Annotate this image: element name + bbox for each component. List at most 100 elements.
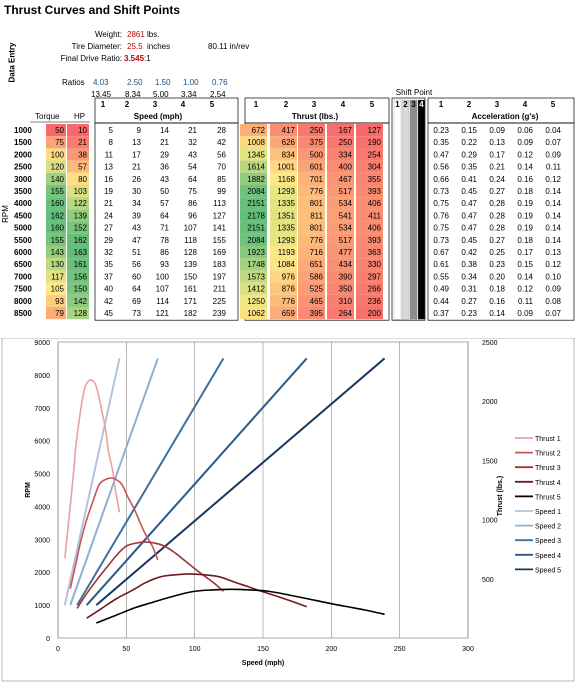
rpm-cell: 3500 bbox=[14, 187, 32, 196]
thrust-cell: 776 bbox=[282, 297, 296, 306]
speed-cell: 171 bbox=[184, 297, 198, 306]
accel-cell: 0.37 bbox=[433, 309, 449, 318]
thrust-heat-cell bbox=[270, 246, 297, 259]
speed-cell: 141 bbox=[213, 224, 227, 233]
torque-heat-cell bbox=[46, 294, 66, 307]
thrust-cell: 876 bbox=[282, 285, 296, 294]
thrust-cell: 363 bbox=[368, 248, 382, 257]
thrust-heat-cell bbox=[298, 197, 325, 210]
accel-cell: 0.12 bbox=[545, 175, 561, 184]
thrust-cell: 811 bbox=[310, 211, 323, 220]
speed-cell: 21 bbox=[160, 138, 169, 147]
thrust-cell: 1748 bbox=[247, 260, 265, 269]
accel-cell: 0.23 bbox=[461, 309, 477, 318]
thrust-heat-cell bbox=[240, 160, 267, 173]
speed-cell: 96 bbox=[188, 211, 197, 220]
torque-heat-cell bbox=[46, 307, 66, 320]
accel-cell: 0.29 bbox=[461, 150, 477, 159]
thrust-heat-cell bbox=[356, 294, 383, 307]
y-tick-label: 1000 bbox=[34, 603, 50, 610]
thrust-gear-header: 4 bbox=[341, 100, 346, 109]
legend-label: Thrust 4 bbox=[535, 480, 561, 487]
tire-value[interactable]: 25.5 bbox=[127, 42, 143, 51]
thrust-heat-cell bbox=[298, 148, 325, 161]
thrust-heat-cell bbox=[356, 185, 383, 198]
weight-value[interactable]: 2861 bbox=[127, 30, 145, 39]
thrust-heat-cell bbox=[270, 185, 297, 198]
thrust-cell: 190 bbox=[368, 138, 382, 147]
thrust-cell: 626 bbox=[282, 138, 296, 147]
accel-cell: 0.06 bbox=[517, 126, 533, 135]
thrust-heat-cell bbox=[327, 221, 354, 234]
thrust-cell: 1335 bbox=[277, 224, 295, 233]
speed-gear-header: 3 bbox=[153, 100, 158, 109]
thrust-heat-cell bbox=[327, 185, 354, 198]
thrust-heat-cell bbox=[270, 307, 297, 320]
accel-cell: 0.24 bbox=[489, 175, 505, 184]
y2-tick-label: 500 bbox=[482, 577, 494, 584]
hp-cell: 122 bbox=[74, 199, 88, 208]
overall-ratio: 13.45 bbox=[91, 90, 112, 99]
accel-cell: 0.13 bbox=[545, 248, 561, 257]
thrust-cell: 601 bbox=[310, 163, 324, 172]
torque-heat-cell bbox=[46, 148, 66, 161]
y-tick-label: 5000 bbox=[34, 472, 50, 479]
thrust-heat-cell bbox=[356, 197, 383, 210]
accel-cell: 0.55 bbox=[433, 272, 449, 281]
weight-unit: lbs. bbox=[147, 30, 160, 39]
accel-cell: 0.09 bbox=[517, 309, 533, 318]
thrust-series-line-4 bbox=[86, 573, 307, 619]
thrust-heat-cell bbox=[240, 197, 267, 210]
y2-axis-label: Thrust (lbs.) bbox=[497, 476, 504, 516]
speed-cell: 75 bbox=[188, 187, 197, 196]
speed-cell: 64 bbox=[160, 211, 169, 220]
thrust-speed-chart: 0 50 100 150 200 250 3000100020003000400050006… bbox=[1, 338, 575, 682]
speed-cell: 51 bbox=[132, 248, 141, 257]
fdr-value[interactable]: 3.545 bbox=[124, 54, 145, 63]
accel-cell: 0.15 bbox=[461, 126, 477, 135]
thrust-cell: 534 bbox=[339, 224, 353, 233]
speed-cell: 85 bbox=[217, 175, 226, 184]
accel-cell: 0.19 bbox=[517, 224, 533, 233]
thrust-cell: 411 bbox=[368, 211, 381, 220]
y-axis-label: RPM bbox=[25, 482, 32, 498]
thrust-cell: 2084 bbox=[247, 187, 265, 196]
rpm-cell: 4000 bbox=[14, 199, 32, 208]
speed-cell: 93 bbox=[160, 260, 169, 269]
accel-cell: 0.28 bbox=[489, 211, 505, 220]
thrust-cell: 434 bbox=[339, 260, 353, 269]
thrust-header: Thrust (lbs.) bbox=[292, 112, 339, 121]
thrust-heat-cell bbox=[240, 307, 267, 320]
torque-heat-cell bbox=[46, 282, 66, 295]
speed-cell: 100 bbox=[156, 272, 170, 281]
speed-cell: 56 bbox=[217, 150, 226, 159]
speed-gear-header: 1 bbox=[101, 100, 106, 109]
accel-gear-header: 2 bbox=[467, 100, 472, 109]
accel-cell: 0.61 bbox=[433, 260, 449, 269]
ratio-value: 1.00 bbox=[183, 78, 199, 87]
accel-cell: 0.38 bbox=[461, 260, 477, 269]
hp-cell: 57 bbox=[78, 163, 87, 172]
speed-cell: 211 bbox=[213, 285, 226, 294]
accel-cell: 0.66 bbox=[433, 175, 449, 184]
torque-cell: 140 bbox=[51, 175, 65, 184]
accel-cell: 0.23 bbox=[489, 260, 505, 269]
thrust-cell: 1351 bbox=[277, 211, 295, 220]
torque-heat-cell bbox=[46, 258, 66, 271]
legend-label: Thrust 5 bbox=[535, 494, 561, 501]
x-tick-label: 50 bbox=[122, 646, 130, 653]
y-tick-label: 9000 bbox=[34, 340, 50, 347]
torque-cell: 162 bbox=[51, 211, 65, 220]
accel-cell: 0.17 bbox=[517, 248, 533, 257]
speed-cell: 13 bbox=[132, 138, 141, 147]
accel-cell: 0.27 bbox=[489, 236, 505, 245]
shift-point-header: Shift Point bbox=[396, 88, 433, 97]
tire-circumference: 80.11 in/rev bbox=[208, 42, 250, 51]
thrust-heat-cell bbox=[356, 136, 383, 149]
accel-cell: 0.18 bbox=[517, 236, 533, 245]
rpm-cell: 8000 bbox=[14, 297, 32, 306]
thrust-heat-cell bbox=[298, 282, 325, 295]
speed-cell: 27 bbox=[104, 224, 113, 233]
accel-gear-header: 1 bbox=[439, 100, 444, 109]
fdr-unit: :1 bbox=[144, 54, 151, 63]
